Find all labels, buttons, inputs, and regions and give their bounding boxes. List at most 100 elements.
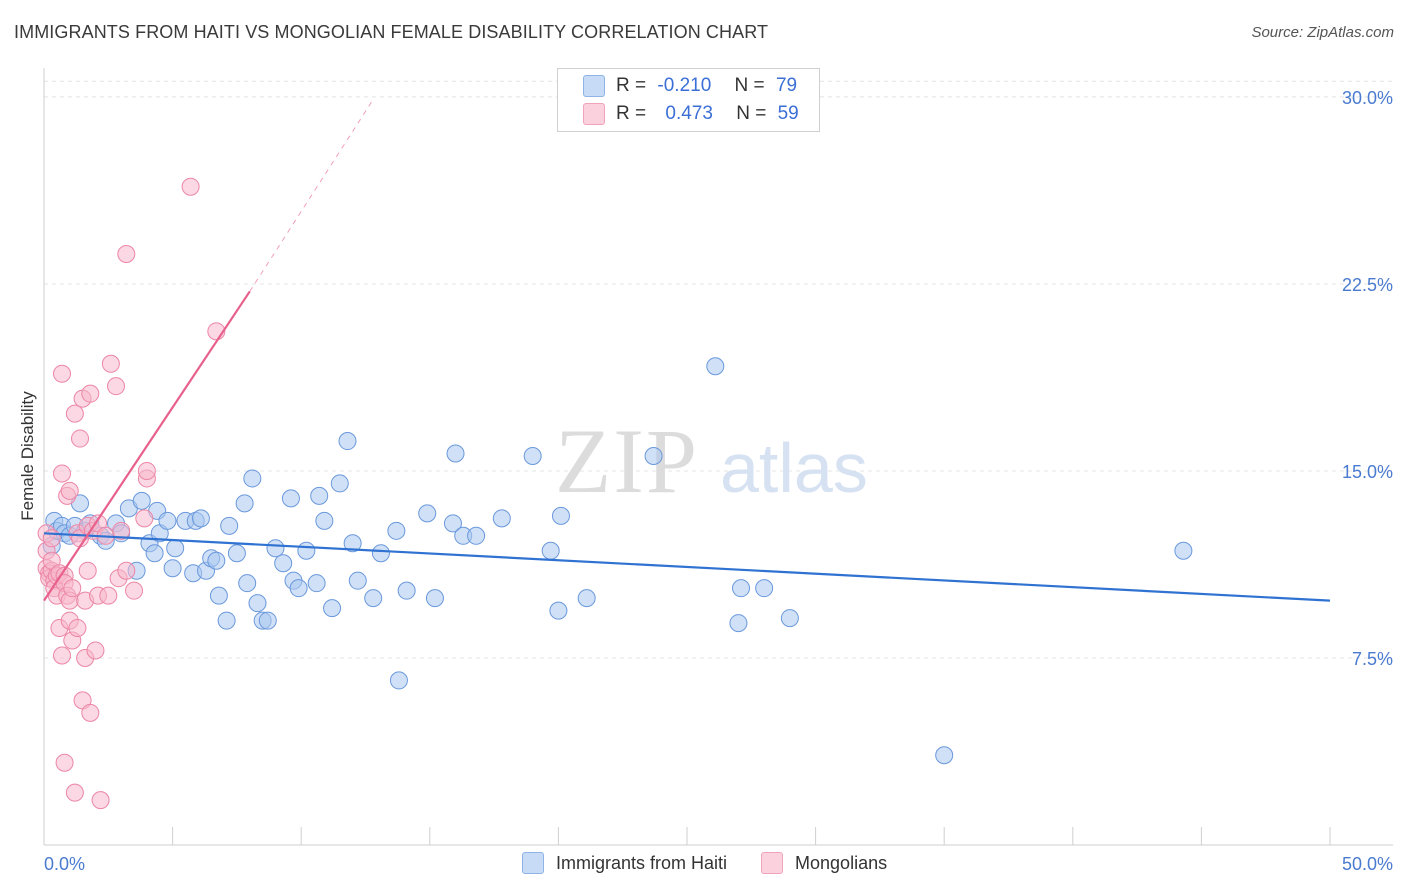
- mongolian-point-58: [181, 177, 200, 196]
- haiti-point-63: [446, 444, 465, 463]
- y-tick-label-1: 15.0%: [1342, 462, 1393, 482]
- y-tick-label-3: 30.0%: [1342, 88, 1393, 108]
- x-tick-max: 50.0%: [1342, 854, 1393, 874]
- haiti-point-54: [348, 571, 367, 590]
- haiti-point-40: [258, 611, 277, 630]
- legend: Immigrants from Haiti Mongolians: [522, 852, 921, 874]
- haiti-point-36: [238, 574, 257, 593]
- r-label: R =: [616, 103, 647, 124]
- haiti-point-75: [732, 579, 751, 598]
- haiti-point-77: [780, 609, 799, 628]
- haiti-point-33: [220, 516, 239, 535]
- trend-lines: [43, 99, 1331, 602]
- mongolian-point-19: [55, 753, 74, 772]
- haiti-point-27: [191, 509, 210, 528]
- haiti-point-51: [330, 474, 349, 493]
- haiti-point-45: [289, 579, 308, 598]
- n-label: N =: [736, 103, 767, 124]
- mongolian-point-52: [117, 561, 136, 580]
- haiti-point-43: [281, 489, 300, 508]
- y-axis-label: Female Disability: [18, 391, 37, 521]
- haiti-point-52: [338, 432, 357, 451]
- haiti-point-71: [577, 589, 596, 608]
- n-value-mongolians: 59: [777, 103, 799, 124]
- legend-swatch-haiti: [522, 852, 544, 874]
- haiti-point-57: [387, 521, 406, 540]
- haiti-point-66: [492, 509, 511, 528]
- axes: [43, 68, 1393, 846]
- y-tick-label-0: 7.5%: [1352, 649, 1393, 669]
- mongolian-point-40: [81, 384, 100, 403]
- haiti-point-68: [541, 541, 560, 560]
- haiti-point-30: [207, 551, 226, 570]
- haiti-point-70: [551, 506, 570, 525]
- mongolian-trend-extension: [249, 99, 374, 292]
- haiti-point-58: [389, 671, 408, 690]
- mongolian-point-55: [135, 509, 154, 528]
- stats-swatch-haiti: [583, 75, 605, 97]
- haiti-point-55: [364, 589, 383, 608]
- haiti-point-76: [755, 579, 774, 598]
- mongolian-point-54: [125, 581, 144, 600]
- haiti-point-47: [307, 574, 326, 593]
- haiti-trend-line: [43, 532, 1331, 602]
- mongolian-point-14: [53, 364, 72, 383]
- legend-item-haiti[interactable]: Immigrants from Haiti: [522, 852, 727, 874]
- haiti-point-37: [243, 469, 262, 488]
- mongolian-point-49: [107, 377, 126, 396]
- haiti-point-78: [935, 746, 954, 765]
- haiti-point-38: [248, 594, 267, 613]
- r-label: R =: [616, 75, 647, 96]
- mongolian-point-31: [71, 429, 90, 448]
- haiti-point-73: [706, 357, 725, 376]
- haiti-point-67: [523, 447, 542, 466]
- mongolian-point-57: [137, 461, 156, 480]
- haiti-point-53: [343, 534, 362, 553]
- haiti-point-32: [217, 611, 236, 630]
- watermark-atlas: atlas: [720, 429, 868, 507]
- haiti-point-16: [132, 491, 151, 510]
- haiti-point-22: [163, 559, 182, 578]
- mongolian-point-27: [65, 404, 84, 423]
- mongolian-point-53: [117, 245, 136, 264]
- points: [37, 177, 1193, 810]
- mongolian-point-28: [65, 783, 84, 802]
- haiti-point-72: [644, 447, 663, 466]
- haiti-point-41: [266, 539, 285, 558]
- haiti-point-69: [549, 601, 568, 620]
- r-value-mongolians: 0.473: [665, 103, 713, 124]
- legend-swatch-mongolians: [761, 852, 784, 874]
- haiti-point-35: [235, 494, 254, 513]
- mongolian-point-22: [60, 481, 79, 500]
- haiti-point-34: [227, 544, 246, 563]
- n-label: N =: [734, 75, 765, 96]
- haiti-point-61: [425, 589, 444, 608]
- r-value-haiti: -0.210: [657, 75, 712, 96]
- mongolian-point-42: [86, 641, 105, 660]
- x-tick-min: 0.0%: [44, 854, 85, 874]
- haiti-point-79: [1174, 541, 1193, 560]
- mongolian-point-51: [112, 521, 131, 540]
- haiti-point-50: [323, 599, 342, 618]
- y-tick-label-2: 22.5%: [1342, 275, 1393, 295]
- mongolian-point-45: [91, 791, 110, 810]
- mongolian-point-47: [99, 586, 118, 605]
- source-label: Source: ZipAtlas.com: [1251, 24, 1394, 41]
- mongolian-trend-line: [43, 290, 251, 602]
- legend-label-mongolians: Mongolians: [795, 852, 888, 873]
- haiti-point-60: [418, 504, 437, 523]
- haiti-point-59: [397, 581, 416, 600]
- mongolian-point-48: [101, 354, 120, 373]
- mongolian-point-30: [68, 619, 87, 638]
- stats-swatch-mongolians: [583, 103, 605, 125]
- haiti-point-23: [166, 539, 185, 558]
- haiti-point-48: [310, 486, 329, 505]
- chart-title: IMMIGRANTS FROM HAITI VS MONGOLIAN FEMAL…: [14, 22, 769, 42]
- legend-item-mongolians[interactable]: Mongolians: [761, 852, 887, 874]
- legend-label-haiti: Immigrants from Haiti: [556, 852, 728, 873]
- mongolian-point-37: [78, 561, 97, 580]
- haiti-point-42: [274, 554, 293, 573]
- y-tick-labels: 7.5% 15.0% 22.5% 30.0%: [1342, 88, 1393, 669]
- haiti-point-62: [443, 514, 462, 533]
- haiti-point-56: [371, 544, 390, 563]
